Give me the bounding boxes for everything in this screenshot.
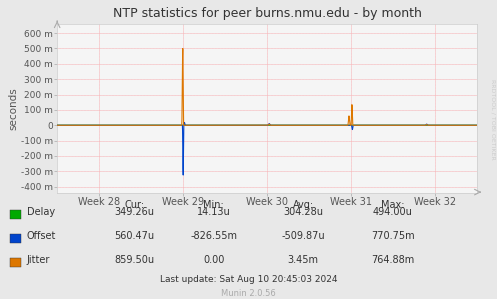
Text: 304.28u: 304.28u <box>283 207 323 217</box>
Text: 560.47u: 560.47u <box>114 231 154 241</box>
Text: Offset: Offset <box>27 231 56 241</box>
Text: 764.88m: 764.88m <box>371 255 414 265</box>
Text: Cur:: Cur: <box>124 200 144 210</box>
Text: 770.75m: 770.75m <box>371 231 414 241</box>
Text: 349.26u: 349.26u <box>114 207 154 217</box>
Text: Max:: Max: <box>381 200 405 210</box>
Text: Last update: Sat Aug 10 20:45:03 2024: Last update: Sat Aug 10 20:45:03 2024 <box>160 275 337 284</box>
Text: 494.00u: 494.00u <box>373 207 413 217</box>
Text: 3.45m: 3.45m <box>288 255 319 265</box>
Text: 859.50u: 859.50u <box>114 255 154 265</box>
Text: 0.00: 0.00 <box>203 255 225 265</box>
Text: Avg:: Avg: <box>293 200 314 210</box>
Text: Delay: Delay <box>27 207 55 217</box>
Text: RRDTOOL / TOBI OETIKER: RRDTOOL / TOBI OETIKER <box>491 79 496 160</box>
Text: 14.13u: 14.13u <box>197 207 231 217</box>
Y-axis label: seconds: seconds <box>8 87 18 130</box>
Title: NTP statistics for peer burns.nmu.edu - by month: NTP statistics for peer burns.nmu.edu - … <box>113 7 421 20</box>
Text: Munin 2.0.56: Munin 2.0.56 <box>221 289 276 298</box>
Text: Min:: Min: <box>203 200 224 210</box>
Text: -826.55m: -826.55m <box>190 231 237 241</box>
Text: -509.87u: -509.87u <box>281 231 325 241</box>
Text: Jitter: Jitter <box>27 255 50 265</box>
